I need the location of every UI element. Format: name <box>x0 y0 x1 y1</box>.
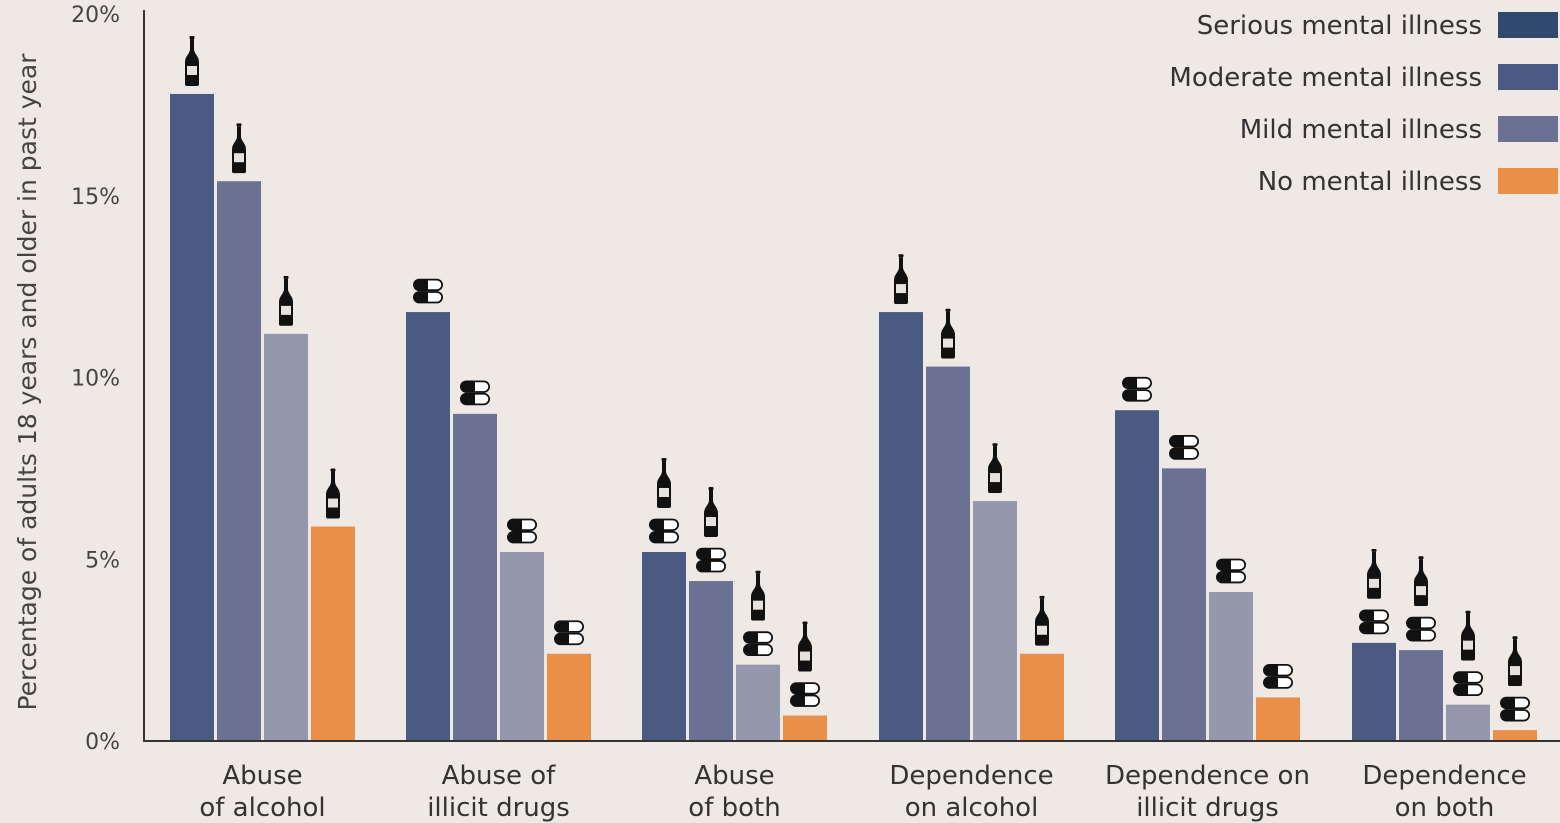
x-tick-label: of alcohol <box>199 793 325 823</box>
legend-swatch <box>1498 64 1558 90</box>
bar-6-4 <box>1493 730 1537 741</box>
pills-icon <box>460 380 490 406</box>
y-tick-label: 5% <box>85 548 120 573</box>
bottle-icon <box>1508 636 1522 687</box>
bar-4-3 <box>973 501 1017 741</box>
legend-label: Mild mental illness <box>1240 115 1482 145</box>
pills-icon <box>743 631 773 657</box>
bottle-icon <box>657 457 671 508</box>
x-tick-label: Dependence <box>889 761 1053 791</box>
x-tick-label: Abuse <box>694 761 774 791</box>
bar-1-4 <box>311 526 355 741</box>
bottle-icon <box>1035 595 1049 646</box>
legend-label: Serious mental illness <box>1197 11 1482 41</box>
pills-icon <box>1453 671 1483 697</box>
pills-icon <box>507 518 537 544</box>
bottle-icon <box>232 123 246 174</box>
bar-6-3 <box>1446 704 1490 741</box>
x-tick-label: Dependence on <box>1105 761 1310 791</box>
x-tick-label: Abuse of <box>442 761 556 791</box>
bars-layer <box>170 93 1537 742</box>
y-tick-label: 20% <box>71 3 120 28</box>
bar-5-1 <box>1115 410 1159 741</box>
bar-3-4 <box>783 715 827 741</box>
bar-1-2 <box>217 181 261 741</box>
bar-3-1 <box>642 551 686 741</box>
y-axis-ticks: 0% 5% 10% 15% 20% <box>71 3 120 755</box>
pills-icon <box>1359 609 1389 635</box>
bottle-icon <box>279 275 293 326</box>
pills-icon <box>1169 434 1199 460</box>
legend-label: No mental illness <box>1258 167 1482 197</box>
bar-5-2 <box>1162 468 1206 741</box>
pills-icon <box>413 278 443 304</box>
y-tick-label: 0% <box>85 730 120 755</box>
pills-icon <box>1263 663 1293 689</box>
bar-4-4 <box>1020 653 1064 741</box>
pills-icon <box>696 547 726 573</box>
bar-6-2 <box>1399 650 1443 741</box>
bottle-icon <box>1367 548 1381 599</box>
bar-2-2 <box>453 413 497 741</box>
x-tick-label: Dependence <box>1362 761 1526 791</box>
x-tick-label: on both <box>1395 793 1495 823</box>
bar-6-1 <box>1352 642 1396 741</box>
bottle-icon <box>894 254 908 305</box>
pills-icon <box>1500 696 1530 722</box>
bottle-icon <box>798 621 812 672</box>
bar-2-4 <box>547 653 591 741</box>
pills-icon <box>1216 558 1246 584</box>
legend-label: Moderate mental illness <box>1169 63 1482 93</box>
bar-2-1 <box>406 312 450 741</box>
pills-icon <box>649 518 679 544</box>
legend-swatch <box>1498 168 1558 194</box>
bottle-icon <box>326 468 340 519</box>
bar-5-4 <box>1256 697 1300 741</box>
bar-3-2 <box>689 581 733 741</box>
y-tick-label: 10% <box>71 367 120 392</box>
bar-1-1 <box>170 93 214 742</box>
bottle-icon <box>1461 610 1475 661</box>
bottle-icon <box>751 570 765 621</box>
bar-3-3 <box>736 664 780 741</box>
bottle-icon <box>941 308 955 359</box>
legend-swatch <box>1498 116 1558 142</box>
pills-icon <box>790 682 820 707</box>
legend: Serious mental illness Moderate mental il… <box>1169 11 1558 197</box>
y-tick-label: 15% <box>71 185 120 210</box>
pills-icon <box>1406 616 1436 642</box>
bar-2-3 <box>500 551 544 741</box>
bar-1-3 <box>264 333 308 741</box>
bottle-icon <box>1414 556 1428 607</box>
y-axis-label: Percentage of adults 18 years and older … <box>13 53 42 711</box>
legend-swatch <box>1498 12 1558 38</box>
bar-5-3 <box>1209 591 1253 741</box>
bottle-icon <box>704 487 718 538</box>
x-tick-label: illicit drugs <box>1136 793 1279 823</box>
pills-icon <box>1122 376 1152 402</box>
bottle-icon <box>185 35 199 86</box>
x-tick-label: on alcohol <box>905 793 1039 823</box>
x-tick-label: of both <box>688 793 780 823</box>
x-tick-label: illicit drugs <box>427 793 570 823</box>
x-tick-label: Abuse <box>222 761 302 791</box>
pills-icon <box>554 620 584 646</box>
bar-4-2 <box>926 366 970 741</box>
bottle-icon <box>988 443 1002 494</box>
bar-4-1 <box>879 312 923 741</box>
